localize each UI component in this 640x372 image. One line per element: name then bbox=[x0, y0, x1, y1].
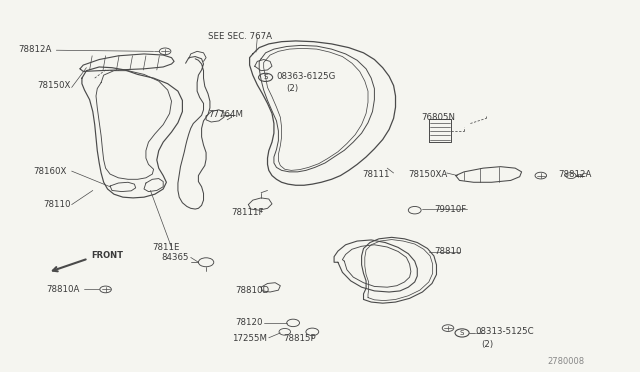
Text: 08363-6125G: 08363-6125G bbox=[276, 72, 336, 81]
Text: S: S bbox=[264, 74, 268, 80]
Text: 78111F: 78111F bbox=[232, 208, 264, 217]
Text: 78120: 78120 bbox=[236, 318, 263, 327]
Text: 78160X: 78160X bbox=[33, 167, 67, 176]
Text: 78812A: 78812A bbox=[558, 170, 591, 179]
Text: 76805N: 76805N bbox=[421, 113, 455, 122]
Text: 78150XA: 78150XA bbox=[408, 170, 447, 179]
Text: 78810: 78810 bbox=[434, 247, 461, 256]
Text: 7811E: 7811E bbox=[152, 243, 180, 252]
Text: 78815P: 78815P bbox=[283, 334, 316, 343]
Text: S: S bbox=[460, 330, 464, 336]
Text: 78810A: 78810A bbox=[46, 285, 79, 294]
Text: 78812A: 78812A bbox=[18, 45, 51, 54]
Text: 79910F: 79910F bbox=[434, 205, 466, 214]
Text: 17255M: 17255M bbox=[232, 334, 267, 343]
Text: 78150X: 78150X bbox=[37, 81, 70, 90]
Text: SEE SEC. 767A: SEE SEC. 767A bbox=[208, 32, 272, 41]
Text: 2780008: 2780008 bbox=[547, 357, 584, 366]
Text: 78111: 78111 bbox=[362, 170, 390, 179]
Text: 08313-5125C: 08313-5125C bbox=[475, 327, 534, 336]
Text: 84365: 84365 bbox=[161, 253, 189, 262]
Text: 78110: 78110 bbox=[44, 200, 71, 209]
Text: (2): (2) bbox=[287, 84, 299, 93]
Text: (2): (2) bbox=[481, 340, 493, 349]
Text: 78810D: 78810D bbox=[236, 286, 269, 295]
Text: FRONT: FRONT bbox=[91, 251, 123, 260]
Text: 77764M: 77764M bbox=[209, 110, 244, 119]
